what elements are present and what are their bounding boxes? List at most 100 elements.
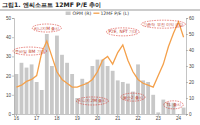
tick: 40 <box>186 48 195 53</box>
axis-line <box>187 19 189 115</box>
tick-label: 40 <box>189 48 195 53</box>
bar <box>65 63 69 114</box>
legend-swatch <box>66 12 71 16</box>
tick-mark <box>186 66 188 67</box>
tick: 22 <box>135 114 141 121</box>
bar <box>35 82 39 114</box>
chart: 그림1. 엔씨소프트 12MF P/E 추이 0 10 20 30 40 50 0 10 20 30… <box>0 0 200 125</box>
annotation-ellipse <box>141 20 185 28</box>
title: 그림1. 엔씨소프트 12MF P/E 추이 <box>2 1 101 9</box>
annotation: 블소2 출시 <box>123 95 143 100</box>
tick-label: 20 <box>95 116 101 121</box>
tick-label: 30 <box>6 54 12 59</box>
bar <box>70 74 74 114</box>
tick: 16 <box>14 114 20 121</box>
tick-mark <box>186 50 188 51</box>
tick-label: 40 <box>6 35 12 40</box>
bar <box>101 60 105 114</box>
tick: 20 <box>186 80 195 85</box>
tick: 20 <box>6 74 14 79</box>
bar <box>50 66 54 114</box>
annotation: 리니지2M 출시 <box>78 98 106 103</box>
tick-label: 19 <box>75 116 81 121</box>
annotation: 리니지M 출시 <box>34 26 59 31</box>
tick: 60 <box>186 16 195 21</box>
tick-label: 20 <box>189 80 195 85</box>
tick: 50 <box>186 32 195 37</box>
bar <box>40 90 44 114</box>
tick-mark <box>186 98 188 99</box>
tick-label: 20 <box>6 74 12 79</box>
tick: 20 <box>95 114 101 121</box>
tick: 50 <box>6 16 14 21</box>
tick-label: 17 <box>34 116 40 121</box>
bar <box>136 64 140 114</box>
legend-item: OPM (R) <box>66 11 92 16</box>
annotations: 모바일 BM 기대 리니지M 출시리니지2M 출시 P2E, NFT 기대블소2 출… <box>13 20 185 109</box>
tick-mark <box>186 34 188 35</box>
annotation: 기존작 부진 이익 급감 <box>143 22 183 27</box>
tick-label: 21 <box>115 116 121 121</box>
tick-label: 50 <box>6 16 12 21</box>
tick-label: 10 <box>189 96 195 101</box>
legend-item: 12MF P/E (L) <box>93 11 129 16</box>
tick: 23 <box>156 114 162 121</box>
marks <box>15 22 186 114</box>
annotation-ellipse <box>32 24 61 32</box>
tick-mark <box>12 18 14 19</box>
y2-axis: 0 10 20 30 40 50 60 <box>186 16 195 117</box>
tick: 0 <box>186 112 192 117</box>
tick: 10 <box>186 96 195 101</box>
tick: 21 <box>115 114 121 121</box>
tick-mark <box>12 95 14 96</box>
axis-line <box>12 19 15 115</box>
plot: 0 10 20 30 40 50 0 10 20 30 40 50 60 16 17 18 19 20 21 22 23… <box>6 16 195 121</box>
line <box>16 22 183 87</box>
bar <box>91 66 95 114</box>
tick-label: 0 <box>8 112 11 117</box>
bar <box>156 112 160 114</box>
annotation-ellipse <box>121 93 145 101</box>
bar <box>20 63 24 114</box>
bar <box>182 108 186 114</box>
bar <box>15 74 19 114</box>
bar <box>177 114 181 115</box>
tick-mark <box>12 37 14 38</box>
y-axis: 0 10 20 30 40 50 <box>6 16 15 117</box>
bar <box>116 80 120 114</box>
tick-label: 30 <box>189 64 195 69</box>
tick-mark <box>186 18 188 19</box>
bar <box>111 71 115 114</box>
tick: 24 <box>176 114 182 121</box>
annotation-ellipse <box>76 97 108 105</box>
tick-label: 16 <box>14 116 20 121</box>
tick-mark <box>186 82 188 83</box>
tick-label: 60 <box>189 16 195 21</box>
legend-swatch <box>93 13 99 14</box>
tick-label: 18 <box>54 116 60 121</box>
tick-label: 50 <box>189 32 195 37</box>
annotation: P2E, NFT 기대 <box>108 29 137 34</box>
x-axis: 16 17 18 19 20 21 22 23 24 <box>14 114 187 121</box>
tick-mark <box>12 114 14 115</box>
bar <box>146 82 150 114</box>
annotation: 모바일 BM 기대 <box>15 49 45 54</box>
annotation-ellipse <box>106 28 139 36</box>
legend-label: 12MF P/E (L) <box>100 11 129 16</box>
tick-label: 10 <box>6 93 12 98</box>
legend: OPM (R) 12MF P/E (L) <box>66 11 130 16</box>
bar <box>25 68 29 114</box>
tick: 19 <box>75 114 81 121</box>
tick-mark <box>12 56 14 57</box>
tick-mark <box>12 76 14 77</box>
tick: 30 <box>186 64 195 69</box>
tick: 10 <box>6 93 14 98</box>
tick: 17 <box>34 114 40 121</box>
tick: 30 <box>6 54 14 59</box>
bar <box>60 55 64 114</box>
tick: 40 <box>6 35 14 40</box>
tick: 18 <box>54 114 60 121</box>
legend-label: OPM (R) <box>73 11 92 16</box>
annotation-ellipse <box>164 101 184 109</box>
tick-label: 0 <box>189 112 192 117</box>
